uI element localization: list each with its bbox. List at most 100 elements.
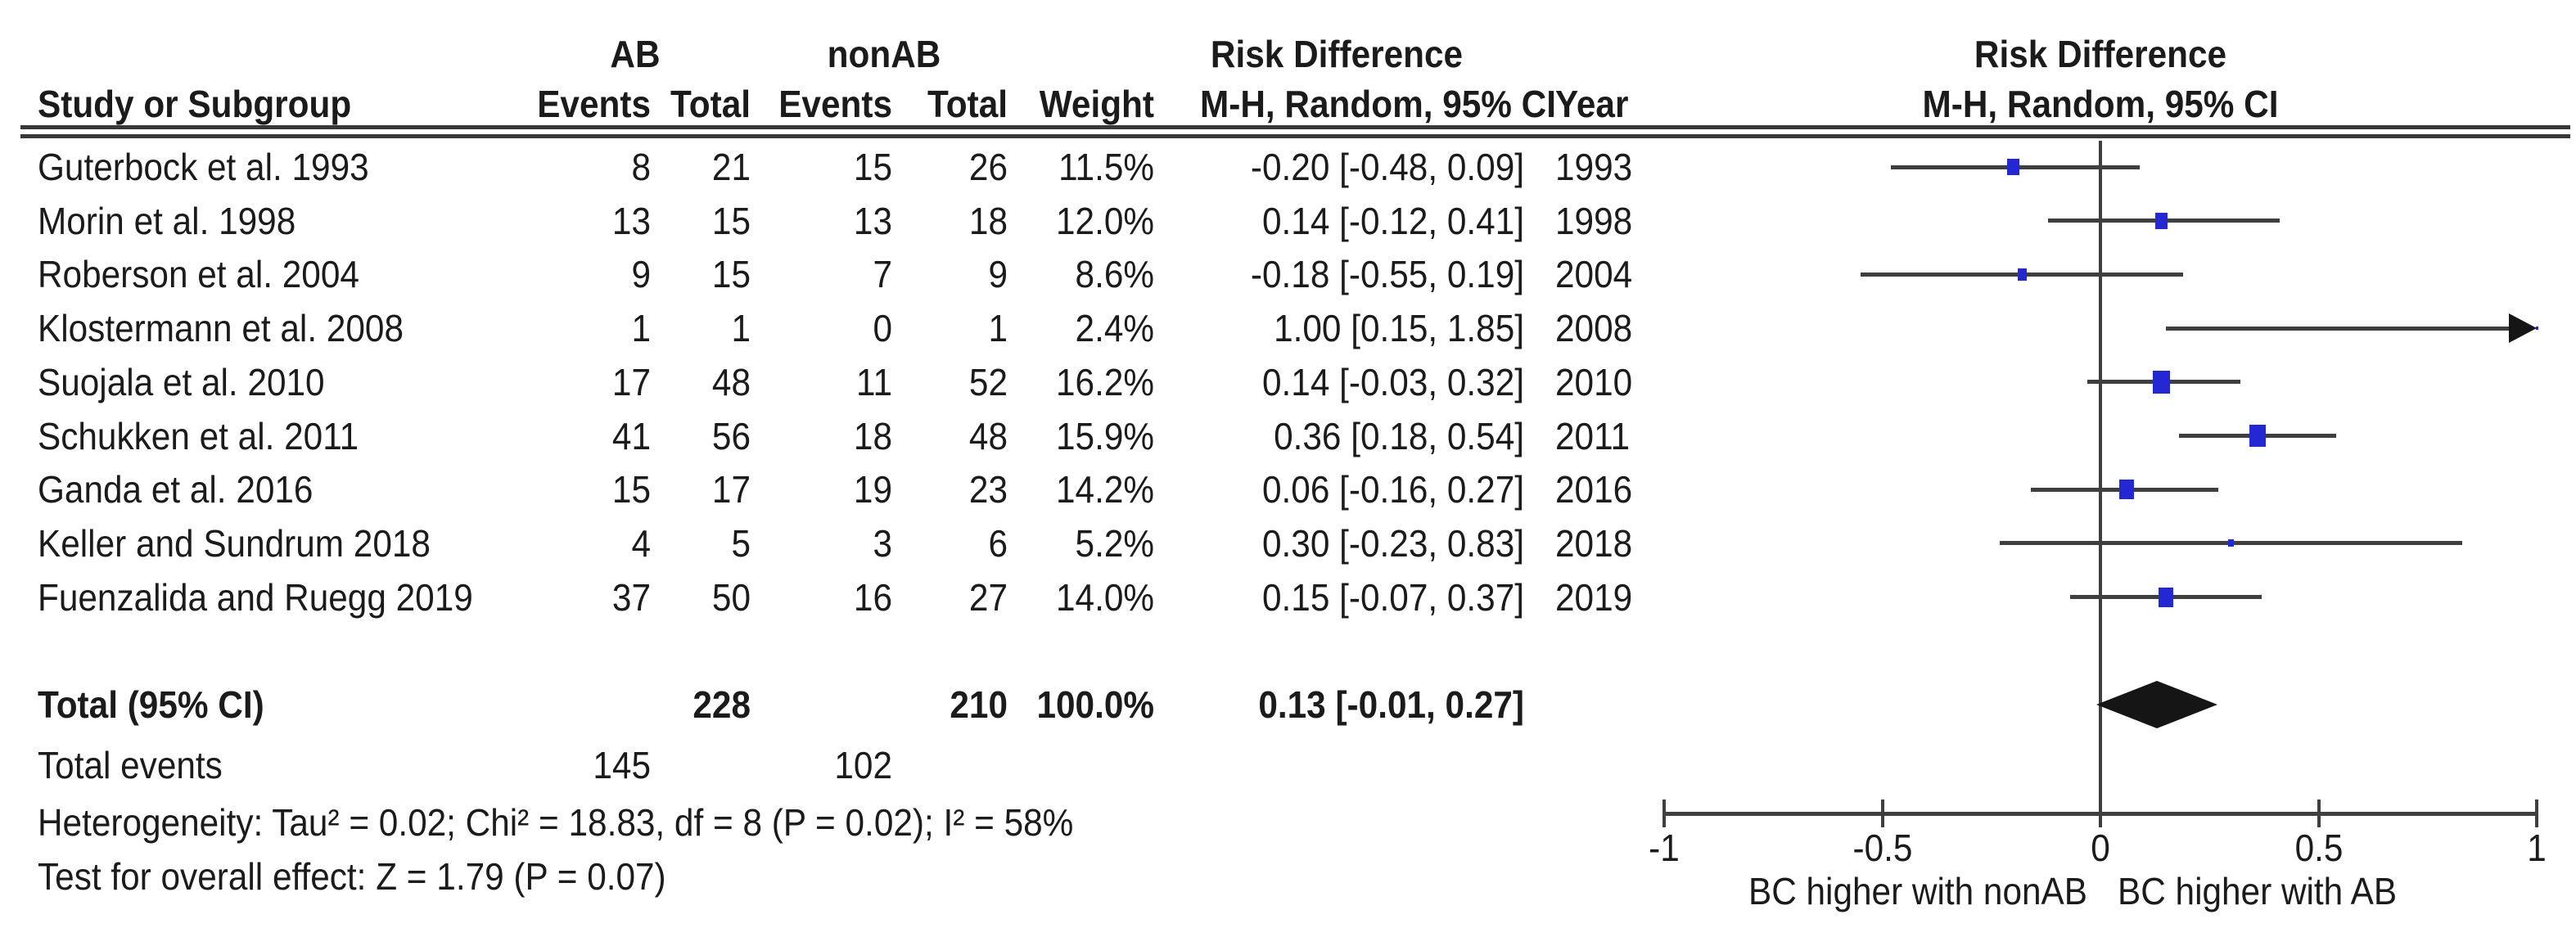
col-ab-total: Total	[670, 83, 751, 125]
arrow-right-icon	[2509, 313, 2537, 344]
weight-value: 5.2%	[1075, 521, 1154, 565]
weight-value: 14.0%	[1055, 575, 1154, 619]
ab-total-value: 48	[711, 360, 751, 403]
total-label: Total (95% CI)	[38, 683, 264, 726]
year-value: 2016	[1555, 468, 1633, 511]
study-name: Roberson et al. 2004	[38, 253, 359, 296]
nonab-events-value: 7	[873, 253, 892, 296]
year-value: 1993	[1555, 146, 1633, 188]
axis-tick	[2099, 800, 2102, 827]
ab-total-value: 56	[711, 414, 751, 457]
nonab-total-value: 27	[968, 575, 1008, 619]
total-nonab-total: 210	[950, 683, 1008, 726]
ab-total-value: 15	[711, 253, 751, 296]
nonab-events-value: 19	[853, 468, 892, 511]
ci-line	[2165, 326, 2520, 331]
ab-events-value: 8	[631, 146, 651, 188]
year-value: 2010	[1555, 360, 1633, 403]
effect-square	[2118, 480, 2134, 500]
nonab-events-value: 13	[853, 199, 892, 242]
zero-line	[2099, 141, 2102, 813]
ab-total-value: 5	[731, 521, 751, 565]
rd-ci-value: 0.30 [-0.23, 0.83]	[1262, 521, 1524, 565]
year-value: 2019	[1555, 575, 1633, 619]
study-name: Suojala et al. 2010	[38, 360, 325, 403]
summary-diamond-bottom	[2096, 705, 2217, 728]
ab-events-value: 37	[611, 575, 651, 619]
axis-tick-label: 0.5	[2294, 827, 2343, 869]
axis-tick	[1662, 800, 1666, 827]
effect-square	[2155, 212, 2168, 229]
total-events-nonab: 102	[834, 744, 892, 786]
nonab-total-value: 18	[968, 199, 1008, 242]
overall-effect-text: Test for overall effect: Z = 1.79 (P = 0…	[38, 855, 666, 898]
effect-square	[2228, 539, 2235, 547]
plot-title: Risk Difference	[1974, 33, 2227, 75]
total-events-ab: 145	[593, 744, 651, 786]
year-value: 2008	[1555, 307, 1633, 350]
header-rule-top	[20, 125, 2570, 129]
nonab-events-value: 0	[873, 307, 892, 350]
nonab-events-value: 3	[873, 521, 892, 565]
year-value: 2011	[1555, 414, 1631, 457]
rd-ci-value: 0.36 [0.18, 0.54]	[1274, 414, 1524, 457]
study-name: Keller and Sundrum 2018	[38, 521, 431, 565]
axis-label-right: BC higher with AB	[2118, 870, 2398, 912]
study-name: Ganda et al. 2016	[38, 468, 314, 511]
weight-value: 11.5%	[1058, 146, 1154, 188]
year-value: 1998	[1555, 199, 1633, 242]
weight-value: 16.2%	[1055, 360, 1154, 403]
total-events-label: Total events	[38, 744, 223, 786]
rd-ci-value: -0.20 [-0.48, 0.09]	[1250, 146, 1524, 188]
rd-ci-value: 0.06 [-0.16, 0.27]	[1262, 468, 1524, 511]
nonab-total-value: 6	[988, 521, 1008, 565]
ab-total-value: 1	[731, 307, 751, 350]
col-weight: Weight	[1039, 83, 1154, 125]
ab-events-value: 17	[611, 360, 651, 403]
nonab-total-value: 52	[968, 360, 1008, 403]
axis-tick-label: 0	[2091, 827, 2110, 869]
ab-total-value: 17	[711, 468, 751, 511]
nonab-total-value: 26	[968, 146, 1008, 188]
rd-ci-value: -0.18 [-0.55, 0.19]	[1250, 253, 1524, 296]
plot-method: M-H, Random, 95% CI	[1922, 83, 2279, 125]
axis-tick	[2317, 800, 2321, 827]
rd-ci-value: 0.15 [-0.07, 0.37]	[1262, 575, 1524, 619]
ab-events-value: 15	[611, 468, 651, 511]
study-name: Fuenzalida and Ruegg 2019	[38, 575, 473, 619]
axis-tick-label: 1	[2527, 827, 2547, 869]
study-name: Guterbock et al. 1993	[38, 146, 369, 188]
axis-tick	[2535, 800, 2538, 827]
effect-square	[2249, 425, 2266, 447]
study-name: Schukken et al. 2011	[38, 414, 359, 457]
col-nonab-events: Events	[778, 83, 892, 125]
ab-events-value: 41	[611, 414, 651, 457]
year-value: 2004	[1555, 253, 1633, 296]
ab-events-value: 9	[631, 253, 651, 296]
study-name: Morin et al. 1998	[38, 199, 296, 242]
rd-ci-value: 0.14 [-0.12, 0.41]	[1262, 199, 1524, 242]
col-study: Study or Subgroup	[38, 83, 352, 125]
col-group-nonab: nonAB	[827, 33, 941, 75]
nonab-total-value: 1	[988, 307, 1008, 350]
weight-value: 12.0%	[1055, 199, 1154, 242]
weight-value: 14.2%	[1055, 468, 1154, 511]
effect-square	[2017, 268, 2027, 281]
effect-square	[2153, 370, 2171, 394]
ab-events-value: 1	[631, 307, 651, 350]
effect-square	[2006, 159, 2019, 175]
axis-tick	[1880, 800, 1884, 827]
rd-column-title: Risk Difference	[1210, 33, 1464, 75]
weight-value: 2.4%	[1075, 307, 1154, 350]
weight-value: 8.6%	[1075, 253, 1154, 296]
summary-diamond-top	[2096, 681, 2217, 705]
ab-total-value: 21	[711, 146, 751, 188]
total-rd-ci: 0.13 [-0.01, 0.27]	[1258, 683, 1524, 726]
col-ab-events: Events	[537, 83, 651, 125]
axis-label-left: BC higher with nonAB	[1748, 870, 2087, 912]
header-rule-bottom	[20, 134, 2570, 138]
col-nonab-total: Total	[927, 83, 1008, 125]
nonab-events-value: 15	[853, 146, 892, 188]
nonab-events-value: 11	[856, 360, 892, 403]
